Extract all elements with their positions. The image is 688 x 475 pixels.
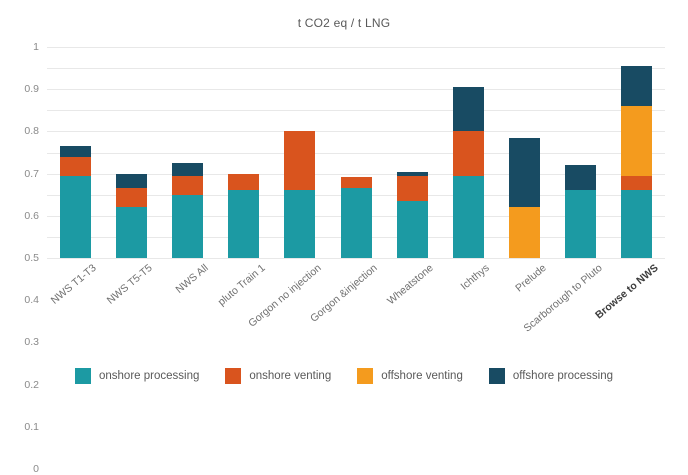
y-axis-tick-label: 0.7 [24, 167, 39, 180]
bar-segment[interactable] [340, 188, 372, 258]
legend-label: offshore venting [381, 370, 463, 382]
bar-column[interactable] [115, 173, 147, 258]
gridline: 0.6 [24, 131, 665, 222]
x-axis-tick-label: Wheatstone [385, 262, 436, 308]
bar-segment[interactable] [509, 207, 541, 258]
bar-segment[interactable] [396, 201, 428, 258]
bar-segment[interactable] [396, 175, 428, 202]
bar-column[interactable] [340, 176, 372, 258]
bar-segment[interactable] [171, 194, 203, 258]
x-axis-tick-label: NWS All [173, 262, 212, 296]
legend-swatch [75, 368, 91, 384]
y-axis-tick-label: 0.8 [24, 125, 39, 138]
bar-segment[interactable] [59, 146, 91, 157]
legend-item[interactable]: offshore processing [488, 368, 613, 384]
gridline: 0.7 [24, 110, 665, 180]
y-axis-tick-label: 0.5 [24, 252, 39, 264]
x-axis-tick-label: Ichthys [458, 262, 493, 293]
bar-column[interactable] [565, 165, 597, 258]
bar-segment[interactable] [59, 175, 91, 258]
bar-segment[interactable] [396, 171, 428, 176]
chart-container: t CO2 eq / t LNG 1 0.9 0.8 0.7 0.6 0.5 0.4 0.3 0… [0, 16, 688, 475]
legend-swatch [488, 368, 505, 384]
bar-segment[interactable] [452, 87, 484, 132]
x-axis-tick-label: Prelude [512, 262, 549, 295]
bar-column[interactable] [59, 146, 91, 258]
bar-column[interactable] [228, 173, 260, 258]
legend-item[interactable]: onshore venting [225, 368, 331, 384]
chart-title: t CO2 eq / t LNG [297, 16, 391, 30]
chart-legend: onshore processing onshore venting offshor… [0, 368, 688, 384]
bar-segment[interactable] [621, 106, 653, 176]
legend-item[interactable]: offshore venting [357, 368, 463, 384]
legend-swatch [225, 368, 242, 384]
legend-label: onshore processing [99, 370, 200, 382]
plot-area: 1 0.9 0.8 0.7 0.6 0.5 0.4 0.3 0.2 0.1 0 [24, 41, 665, 475]
bar-segment[interactable] [565, 190, 597, 258]
x-axis-tick-label: NWS T1-T3 [48, 262, 99, 307]
legend-label: offshore processing [512, 370, 613, 382]
bar-segment[interactable] [59, 156, 91, 176]
bar-segment[interactable] [452, 131, 484, 176]
y-axis-tick-label: 0.9 [24, 83, 39, 96]
bar-segment[interactable] [621, 190, 653, 258]
x-axis-tick-label: pluto Train 1 [215, 262, 268, 309]
gridline: 0.4 [24, 173, 665, 306]
bar-column[interactable] [509, 137, 541, 258]
y-axis-tick-label: 0.4 [24, 294, 39, 307]
bar-segment[interactable] [115, 207, 147, 258]
y-axis-tick-label: 0.3 [24, 336, 39, 349]
bar-segment[interactable] [509, 137, 541, 208]
y-axis-tick-label: 1 [33, 41, 39, 53]
bar-column[interactable] [284, 131, 316, 258]
legend-label: onshore venting [249, 370, 332, 382]
x-axis-labels: NWS T1-T3 NWS T5-T5 NWS All pluto Train 1 Go… [47, 262, 665, 362]
gridline: 1 [33, 41, 665, 53]
bar-segment[interactable] [284, 131, 316, 191]
gridline: 0.9 [24, 68, 665, 95]
bar-column[interactable] [171, 163, 203, 258]
y-axis-tick-label: 0.1 [24, 420, 39, 433]
bar-series-group [47, 47, 665, 258]
bar-column[interactable] [396, 171, 428, 258]
bar-segment[interactable] [621, 66, 653, 107]
legend-swatch [357, 368, 374, 384]
bar-column[interactable] [452, 87, 484, 258]
bar-segment[interactable] [621, 175, 653, 191]
bar-segment[interactable] [115, 188, 147, 208]
bar-segment[interactable] [171, 175, 203, 195]
y-axis-tick-label: 0.2 [24, 378, 39, 391]
gridline: 0.8 [24, 89, 665, 137]
bar-segment[interactable] [452, 175, 484, 258]
bar-column[interactable] [621, 66, 653, 258]
gridline: 0 [33, 258, 665, 475]
gridline: 0.5 [24, 152, 665, 264]
bar-segment[interactable] [228, 173, 260, 191]
bar-segment[interactable] [284, 190, 316, 258]
x-axis-tick-label: NWS T5-T5 [104, 262, 155, 307]
bar-segment[interactable] [115, 173, 147, 189]
y-axis-tick-label: 0.6 [24, 209, 39, 222]
bar-segment[interactable] [340, 176, 372, 189]
bar-segment[interactable] [565, 165, 597, 191]
bar-segment[interactable] [171, 163, 203, 176]
bar-segment[interactable] [228, 190, 260, 258]
y-axis-tick-label: 0 [33, 463, 39, 475]
legend-item[interactable]: onshore processing [75, 368, 199, 384]
